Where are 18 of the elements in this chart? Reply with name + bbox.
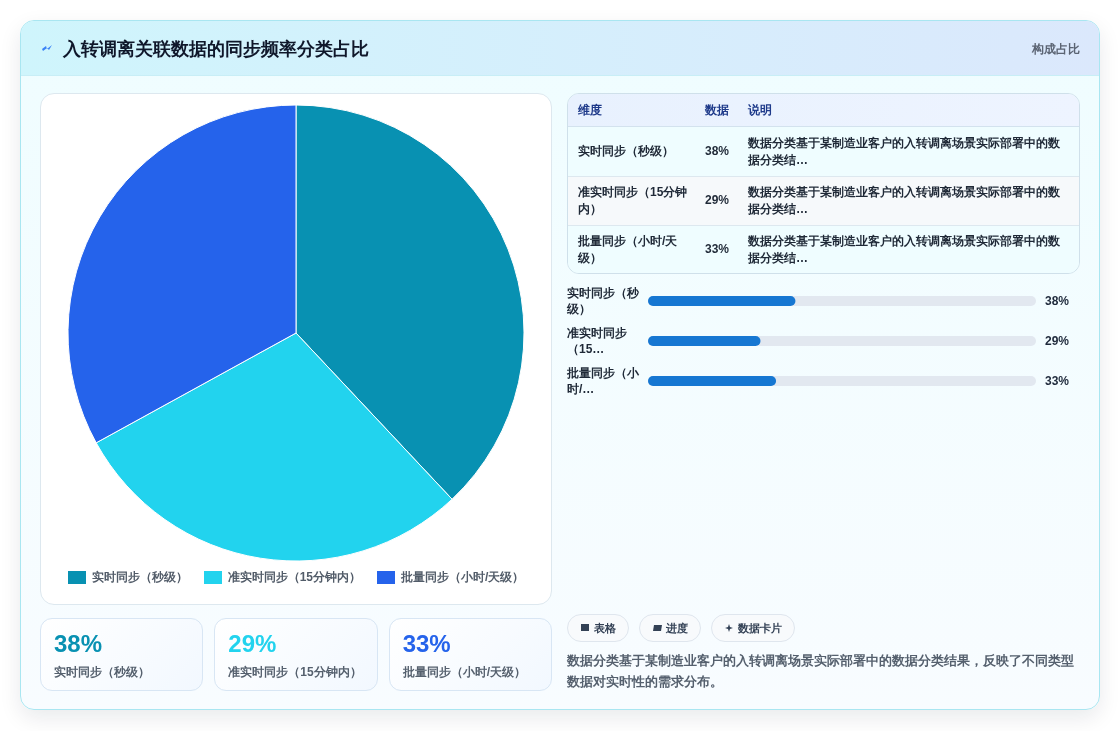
legend-label: 实时同步（秒级） [91, 568, 188, 586]
table-cell: 33% [705, 241, 730, 258]
table-cell: 数据分类基于某制造业客户的入转调离场景实际部署中的数据分类结… [748, 232, 1061, 267]
category-label: 数据卡片 [738, 620, 782, 636]
table-cell: 29% [705, 192, 730, 209]
table-cell: 数据分类基于某制造业客户的入转调离场景实际部署中的数据分类结… [748, 134, 1061, 169]
legend-label: 批量同步（小时/天级） [401, 568, 525, 586]
legend: 实时同步（秒级） 准实时同步（15分钟内） 批量同步（小时/天级） [41, 567, 551, 587]
table-cell: 批量同步（小时/天级） [578, 232, 679, 267]
title: 入转调离关联数据的同步频率分类占比 [63, 38, 369, 61]
table-cell: 准实时同步（15分钟内） [578, 183, 689, 218]
table-cell: 实时同步（秒级） [578, 143, 674, 160]
table-cell: 数据分类基于某制造业客户的入转调离场景实际部署中的数据分类结… [748, 183, 1061, 218]
category-label: 表格 [594, 620, 616, 636]
subtitle: 构成占比 [1032, 41, 1080, 58]
legend-label: 准实时同步（15分钟内） [227, 568, 361, 586]
table-cell: 38% [705, 143, 730, 160]
category-label: 进度 [666, 620, 688, 636]
